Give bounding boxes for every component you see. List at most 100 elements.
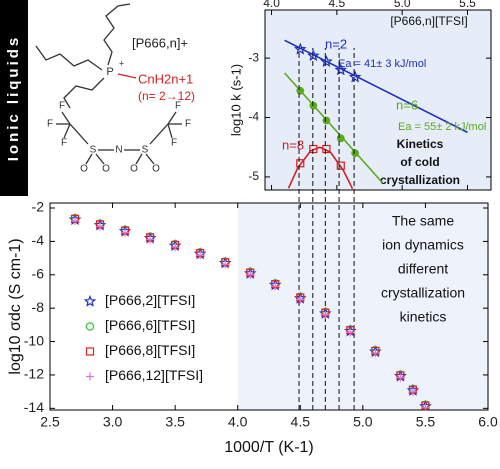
atom-label: N — [115, 145, 122, 156]
y-tick-label: -12 — [24, 366, 44, 382]
cation-bonds — [35, 3, 137, 109]
annotation: The same — [392, 213, 454, 229]
annotation: crystallization — [380, 173, 460, 187]
atom-label: F — [185, 119, 191, 130]
annotation: different — [398, 261, 448, 277]
y-tick-label: -4 — [32, 232, 45, 248]
plus-marker — [246, 270, 255, 279]
atom-label: O — [80, 164, 88, 175]
atom-label: F — [47, 119, 53, 130]
annotation: of cold — [400, 155, 439, 169]
x-tick-label: 5.0 — [353, 414, 373, 430]
cation-label: [P666,n]+ — [132, 35, 188, 50]
x-tick-label: 5.0 — [394, 0, 411, 10]
plus-marker — [196, 251, 205, 260]
square-marker — [309, 144, 318, 154]
star-marker — [334, 63, 347, 76]
star-marker — [320, 55, 333, 67]
x-tick-label: 2.5 — [40, 414, 60, 430]
atom-label: O — [102, 164, 110, 175]
series-label: n=6 — [396, 97, 418, 112]
plus-marker — [96, 222, 105, 231]
y-tick-label: -14 — [24, 399, 44, 415]
dot-marker — [336, 134, 345, 143]
charge: + — [119, 58, 124, 68]
plot-frame — [49, 202, 489, 411]
atom-label: F — [59, 101, 65, 112]
fit-line — [284, 39, 468, 134]
y-tick-label: -10 — [24, 332, 44, 348]
series-note: Ea = 55± 2 kJ/mol — [398, 121, 486, 133]
plot-frame — [264, 9, 492, 191]
atom-label: F — [171, 138, 177, 149]
square-marker — [336, 161, 345, 170]
y-tick-label: -2 — [32, 199, 45, 215]
plus-marker — [396, 373, 405, 382]
chain-range: (n= 2→12) — [138, 89, 195, 103]
dot-marker — [296, 86, 305, 95]
plot-layer — [68, 213, 432, 410]
sidebar-text: Ionic liquids — [5, 35, 22, 162]
legend-label: [P666,6][TFSI] — [105, 317, 195, 333]
circle-marker — [85, 322, 95, 331]
dot-marker — [309, 101, 318, 110]
chart-title: [P666,n][TFSI] — [390, 14, 467, 28]
x-tick-label: 4.0 — [228, 414, 248, 430]
atom-label: F — [175, 101, 181, 112]
square-marker — [85, 347, 95, 356]
legend-label: [P666,2][TFSI] — [105, 292, 195, 308]
anion-bonds — [56, 111, 182, 165]
y-axis-label: log10 σdc (S cm-1) — [7, 238, 24, 374]
y-tick-label: -5 — [248, 169, 259, 183]
atom-label: O — [152, 164, 160, 175]
x-tick-label: 3.5 — [165, 414, 185, 430]
series-note: Ea = 41± 3 kJ/mol — [338, 58, 426, 70]
dot-marker — [322, 116, 331, 125]
plus-marker — [221, 260, 230, 269]
star-marker — [83, 294, 97, 307]
fit-line — [287, 146, 354, 190]
plus-marker — [371, 349, 380, 358]
plus-marker — [271, 282, 280, 291]
legend-label: [P666,12][TFSI] — [105, 367, 203, 383]
atom-label: F — [61, 138, 67, 149]
atom-label: O — [130, 164, 138, 175]
y-tick-label: -4 — [248, 110, 259, 124]
atom-label: S — [142, 145, 149, 156]
plus-marker — [296, 295, 305, 304]
dot-marker — [351, 149, 360, 158]
plus-marker — [321, 310, 330, 319]
series-label: n=2 — [325, 36, 347, 51]
plot-background — [265, 10, 491, 190]
x-tick-label: 4.0 — [263, 0, 280, 10]
x-tick-label: 6.0 — [478, 414, 498, 430]
y-tick-label: -6 — [32, 265, 45, 281]
x-tick-label: 4.5 — [329, 0, 346, 10]
square-marker — [322, 144, 331, 154]
x-tick-label: 3.0 — [103, 414, 123, 430]
star-marker — [293, 42, 307, 55]
annotation: kinetics — [400, 309, 447, 325]
sidebar-bar — [0, 0, 28, 196]
annotation: Kinetics — [397, 137, 444, 151]
legend-label: [P666,8][TFSI] — [105, 342, 195, 358]
phosphorus: P — [106, 66, 113, 78]
plus-marker — [171, 243, 180, 252]
plus-marker — [408, 387, 417, 396]
chain-label: CnH2n+1 — [138, 71, 193, 86]
plus-marker — [146, 235, 155, 244]
plus-marker — [86, 372, 94, 381]
x-tick-label: 5.5 — [416, 414, 436, 430]
annotation: crystallization — [381, 285, 465, 301]
plot-layer — [283, 39, 468, 190]
series-label: n=8 — [282, 137, 304, 152]
y-axis-label: log10 k (s-1) — [228, 64, 243, 136]
square-marker — [296, 159, 305, 168]
y-tick-label: -3 — [248, 50, 259, 64]
plus-marker — [346, 328, 355, 337]
plus-marker — [121, 228, 130, 237]
plus-marker — [71, 217, 80, 226]
x-tick-label: 5.5 — [459, 0, 476, 10]
highlight-region — [237, 203, 488, 410]
